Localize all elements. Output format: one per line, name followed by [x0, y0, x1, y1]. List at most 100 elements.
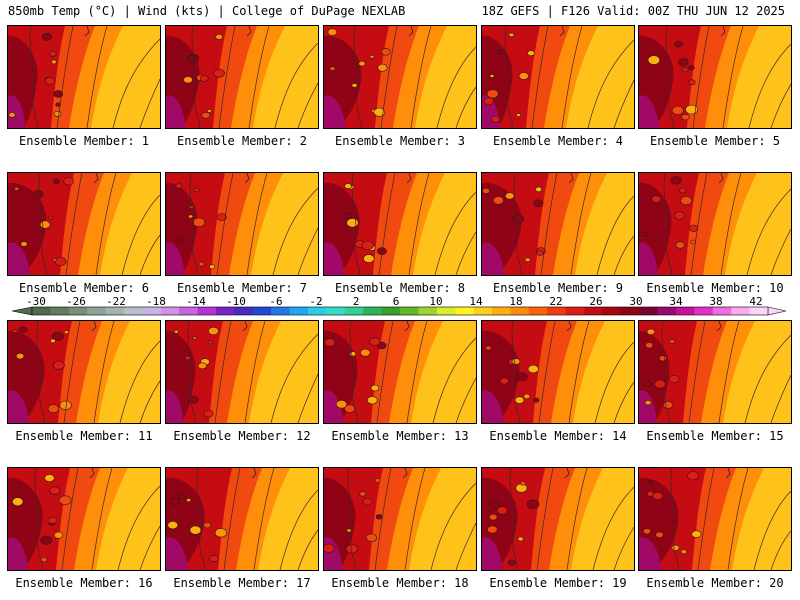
colorbar-tick-label: -10	[226, 296, 246, 308]
ensemble-map-panel	[323, 172, 477, 276]
colorbar-tick-label: 34	[669, 296, 683, 308]
colorbar-swatch	[289, 307, 309, 315]
ensemble-member-label: Ensemble Member: 14	[489, 429, 627, 443]
ensemble-map-panel	[481, 467, 635, 571]
ensemble-map-panel	[165, 172, 319, 276]
ensemble-map-panel	[638, 320, 792, 424]
colorbar-swatch	[363, 307, 382, 315]
colorbar-swatch	[179, 307, 198, 315]
ensemble-member-label: Ensemble Member: 10	[646, 281, 784, 295]
ensemble-map-panel	[323, 25, 477, 129]
colorbar-swatch	[308, 307, 327, 315]
temperature-field-map	[8, 26, 160, 128]
temperature-field-map	[166, 26, 318, 128]
ensemble-map-panel	[165, 320, 319, 424]
ensemble-map-panel	[481, 25, 635, 129]
colorbar-tick-label: 30	[629, 296, 642, 308]
temperature-field-map	[639, 173, 791, 275]
colorbar-swatch	[528, 307, 548, 315]
ensemble-member-label: Ensemble Member: 3	[334, 134, 466, 148]
temperature-field-map	[324, 173, 476, 275]
ensemble-member-label: Ensemble Member: 8	[334, 281, 466, 295]
colorbar-tick-label: -22	[106, 296, 126, 308]
colorbar-swatch	[32, 307, 51, 315]
colorbar-swatch	[455, 307, 474, 315]
ensemble-member-label: Ensemble Member: 16	[15, 576, 153, 590]
colorbar-swatch	[565, 307, 585, 315]
ensemble-member-label: Ensemble Member: 19	[489, 576, 627, 590]
colorbar-swatch	[160, 307, 180, 315]
temperature-field-map	[166, 321, 318, 423]
ensemble-member-label: Ensemble Member: 6	[18, 281, 150, 295]
colorbar-swatch	[639, 307, 658, 315]
ensemble-map-panel	[7, 320, 161, 424]
ensemble-member-label: Ensemble Member: 5	[649, 134, 781, 148]
colorbar-swatch	[584, 307, 603, 315]
colorbar-swatch	[418, 307, 438, 315]
colorbar-swatch	[50, 307, 70, 315]
colorbar-swatch	[142, 307, 162, 315]
colorbar-tick-label: 10	[429, 296, 442, 308]
temperature-field-map	[482, 173, 634, 275]
model-run-info: 18Z GEFS | F126 Valid: 00Z THU JUN 12 20…	[481, 4, 785, 18]
colorbar-swatch	[657, 307, 677, 315]
ensemble-member-label: Ensemble Member: 20	[646, 576, 784, 590]
colorbar-swatch	[694, 307, 714, 315]
colorbar-tick-label: -14	[186, 296, 206, 308]
colorbar-swatch	[620, 307, 640, 315]
colorbar-swatch	[124, 307, 143, 315]
colorbar-swatch	[87, 307, 106, 315]
colorbar-tick-label: 6	[393, 296, 400, 308]
colorbar-tick-label: 22	[549, 296, 562, 308]
temperature-field-map	[482, 468, 634, 570]
ensemble-map-panel	[481, 172, 635, 276]
colorbar-swatch	[731, 307, 750, 315]
ensemble-member-label: Ensemble Member: 13	[331, 429, 469, 443]
temperature-field-map	[166, 468, 318, 570]
colorbar-tick-label: 14	[469, 296, 483, 308]
ensemble-member-label: Ensemble Member: 2	[176, 134, 308, 148]
colorbar-swatch	[197, 307, 217, 315]
ensemble-member-label: Ensemble Member: 4	[492, 134, 624, 148]
colorbar-swatch	[676, 307, 695, 315]
temperature-field-map	[8, 173, 160, 275]
ensemble-map-panel	[638, 25, 792, 129]
colorbar-swatch	[216, 307, 235, 315]
colorbar-swatch	[105, 307, 125, 315]
colorbar-tick-label: -6	[269, 296, 282, 308]
colorbar-swatch	[749, 307, 769, 315]
ensemble-map-panel	[323, 467, 477, 571]
colorbar-swatch	[381, 307, 401, 315]
temperature-field-map	[639, 468, 791, 570]
colorbar-swatch	[271, 307, 290, 315]
ensemble-map-panel	[7, 25, 161, 129]
colorbar-swatch	[510, 307, 530, 315]
colorbar-swatch	[68, 307, 88, 315]
colorbar-tick-label: 18	[509, 296, 522, 308]
colorbar-tick-label: 38	[709, 296, 722, 308]
colorbar-swatch	[492, 307, 511, 315]
ensemble-member-label: Ensemble Member: 9	[492, 281, 624, 295]
temperature-field-map	[482, 26, 634, 128]
colorbar-swatch	[326, 307, 346, 315]
temperature-colorbar: -30 -26 -22 -18 -14 -10 -6 -2 2 6 10 14 18 22 26 30 34 38…	[11, 296, 787, 316]
ensemble-map-panel	[638, 467, 792, 571]
ensemble-member-label: Ensemble Member: 7	[176, 281, 308, 295]
colorbar-tick-label: -18	[146, 296, 166, 308]
ensemble-map-panel	[7, 467, 161, 571]
ensemble-map-panel	[165, 25, 319, 129]
temperature-field-map	[324, 26, 476, 128]
colorbar-tick-label: 26	[589, 296, 602, 308]
colorbar-tick-label: -30	[26, 296, 46, 308]
temperature-field-map	[482, 321, 634, 423]
colorbar-tick-label: 42	[749, 296, 762, 308]
temperature-field-map	[8, 468, 160, 570]
ensemble-map-panel	[638, 172, 792, 276]
temperature-field-map	[166, 173, 318, 275]
colorbar-tick-label: 2	[353, 296, 360, 308]
ensemble-member-label: Ensemble Member: 11	[15, 429, 153, 443]
temperature-field-map	[324, 468, 476, 570]
ensemble-map-panel	[165, 467, 319, 571]
temperature-field-map	[324, 321, 476, 423]
ensemble-member-label: Ensemble Member: 12	[173, 429, 311, 443]
